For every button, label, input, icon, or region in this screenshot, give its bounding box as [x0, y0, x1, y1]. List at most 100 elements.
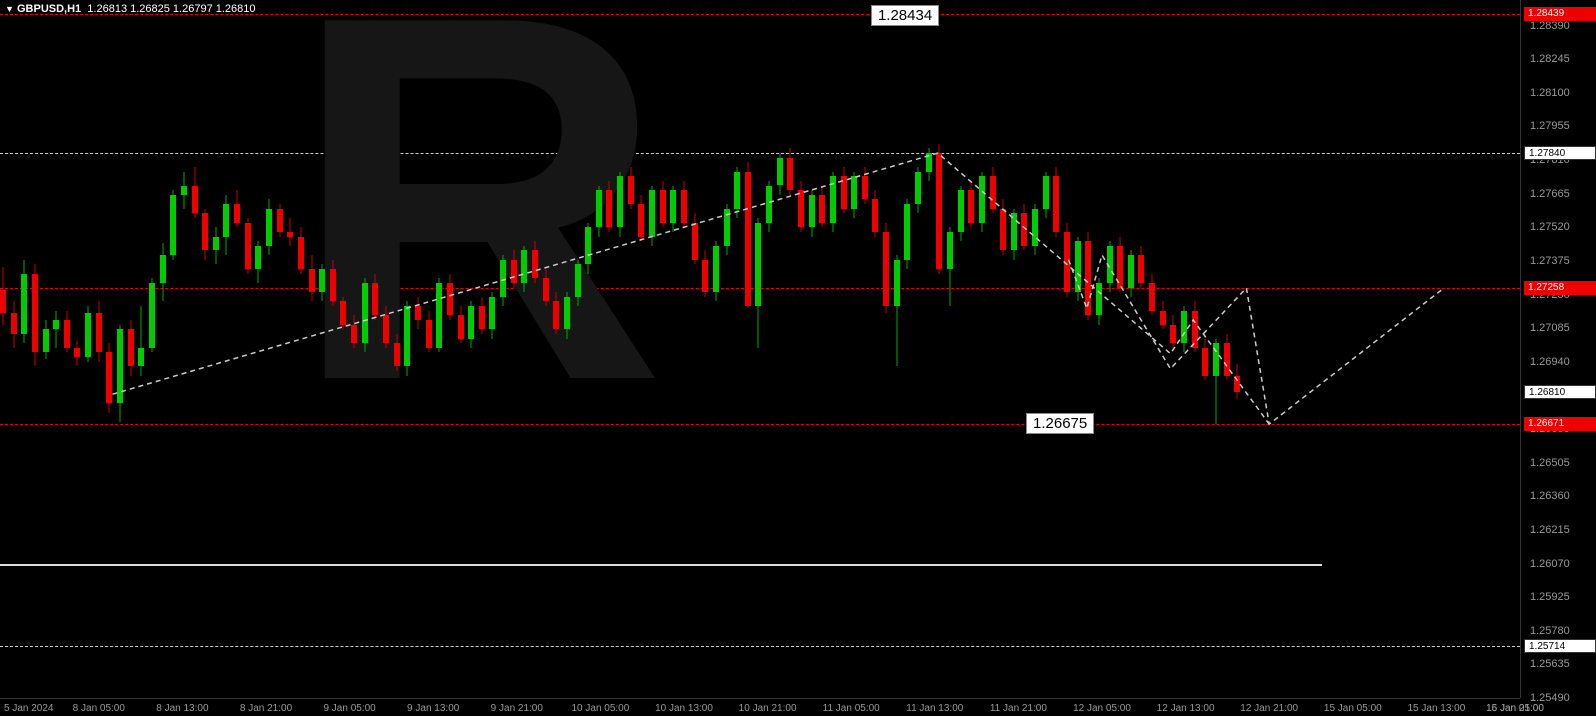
- candle[interactable]: [766, 181, 772, 232]
- candle[interactable]: [958, 186, 964, 242]
- candle[interactable]: [404, 301, 410, 375]
- candle[interactable]: [1213, 339, 1219, 425]
- candle[interactable]: [1224, 334, 1230, 380]
- candle[interactable]: [596, 186, 602, 237]
- candle[interactable]: [1181, 306, 1187, 352]
- candle[interactable]: [202, 209, 208, 260]
- candle[interactable]: [266, 199, 272, 255]
- candle[interactable]: [277, 204, 283, 236]
- candle[interactable]: [128, 320, 134, 376]
- candle[interactable]: [649, 186, 655, 246]
- candle[interactable]: [436, 278, 442, 352]
- candle[interactable]: [543, 269, 549, 306]
- candle[interactable]: [149, 278, 155, 352]
- candle[interactable]: [1170, 315, 1176, 347]
- price-label-box[interactable]: 1.26675: [1026, 413, 1094, 434]
- candle[interactable]: [936, 144, 942, 274]
- candle[interactable]: [489, 292, 495, 338]
- candle[interactable]: [606, 181, 612, 232]
- candle[interactable]: [724, 204, 730, 255]
- candle[interactable]: [819, 186, 825, 228]
- candle[interactable]: [660, 181, 666, 227]
- candle[interactable]: [532, 241, 538, 283]
- candle[interactable]: [447, 274, 453, 320]
- candle[interactable]: [1043, 172, 1049, 218]
- candle[interactable]: [926, 148, 932, 180]
- candle[interactable]: [1138, 246, 1144, 288]
- candle[interactable]: [617, 172, 623, 237]
- candle[interactable]: [1107, 241, 1113, 292]
- candle[interactable]: [511, 250, 517, 287]
- candle[interactable]: [468, 301, 474, 347]
- candle[interactable]: [479, 297, 485, 334]
- candle[interactable]: [362, 278, 368, 352]
- candle[interactable]: [862, 167, 868, 204]
- candle[interactable]: [968, 181, 974, 227]
- candle[interactable]: [745, 162, 751, 308]
- candle[interactable]: [521, 246, 527, 292]
- candle[interactable]: [85, 306, 91, 362]
- candle[interactable]: [192, 167, 198, 218]
- candle[interactable]: [64, 311, 70, 353]
- price-label-box[interactable]: 1.28434: [871, 5, 939, 26]
- candle[interactable]: [309, 255, 315, 301]
- candle[interactable]: [809, 190, 815, 236]
- y-axis[interactable]: 1.254901.256351.257801.259251.260701.262…: [1520, 0, 1596, 698]
- candle[interactable]: [255, 241, 261, 283]
- chart-plot-area[interactable]: 1.28434 1.26675: [0, 0, 1520, 698]
- candle[interactable]: [692, 213, 698, 264]
- candle[interactable]: [1117, 237, 1123, 293]
- candle[interactable]: [74, 341, 80, 367]
- candle[interactable]: [458, 306, 464, 343]
- candle[interactable]: [1192, 301, 1198, 352]
- candle[interactable]: [32, 264, 38, 366]
- candle[interactable]: [170, 190, 176, 260]
- candle[interactable]: [213, 227, 219, 264]
- candle[interactable]: [298, 227, 304, 273]
- candle[interactable]: [1096, 278, 1102, 324]
- candle[interactable]: [1021, 204, 1027, 250]
- candle[interactable]: [713, 241, 719, 301]
- candle[interactable]: [96, 301, 102, 361]
- candle[interactable]: [1000, 199, 1006, 255]
- candle[interactable]: [245, 218, 251, 274]
- candle[interactable]: [330, 260, 336, 306]
- candle[interactable]: [181, 172, 187, 209]
- candle[interactable]: [904, 199, 910, 269]
- candle[interactable]: [234, 190, 240, 227]
- candle[interactable]: [787, 148, 793, 194]
- candle[interactable]: [1053, 167, 1059, 237]
- candle[interactable]: [351, 315, 357, 347]
- candle[interactable]: [681, 181, 687, 227]
- candle[interactable]: [117, 325, 123, 422]
- candle[interactable]: [1160, 301, 1166, 329]
- candle[interactable]: [553, 292, 559, 334]
- candle[interactable]: [755, 218, 761, 348]
- candle[interactable]: [628, 167, 634, 209]
- candle[interactable]: [670, 186, 676, 232]
- candle[interactable]: [1032, 204, 1038, 255]
- candle[interactable]: [500, 255, 506, 306]
- candle[interactable]: [53, 311, 59, 348]
- candle[interactable]: [872, 190, 878, 236]
- candle[interactable]: [734, 167, 740, 218]
- candle[interactable]: [1234, 364, 1240, 399]
- candle[interactable]: [160, 243, 166, 301]
- candle[interactable]: [947, 227, 953, 306]
- candle[interactable]: [915, 167, 921, 213]
- candle[interactable]: [319, 264, 325, 301]
- candle[interactable]: [138, 306, 144, 376]
- candle[interactable]: [43, 320, 49, 359]
- candle[interactable]: [21, 260, 27, 343]
- candle[interactable]: [415, 297, 421, 329]
- candle[interactable]: [638, 195, 644, 241]
- candle[interactable]: [851, 172, 857, 218]
- candle[interactable]: [894, 255, 900, 366]
- candle[interactable]: [575, 260, 581, 306]
- candle[interactable]: [1202, 339, 1208, 381]
- candle[interactable]: [223, 195, 229, 255]
- candle[interactable]: [798, 181, 804, 232]
- candle[interactable]: [830, 172, 836, 232]
- candle[interactable]: [372, 274, 378, 320]
- candle[interactable]: [1075, 237, 1081, 302]
